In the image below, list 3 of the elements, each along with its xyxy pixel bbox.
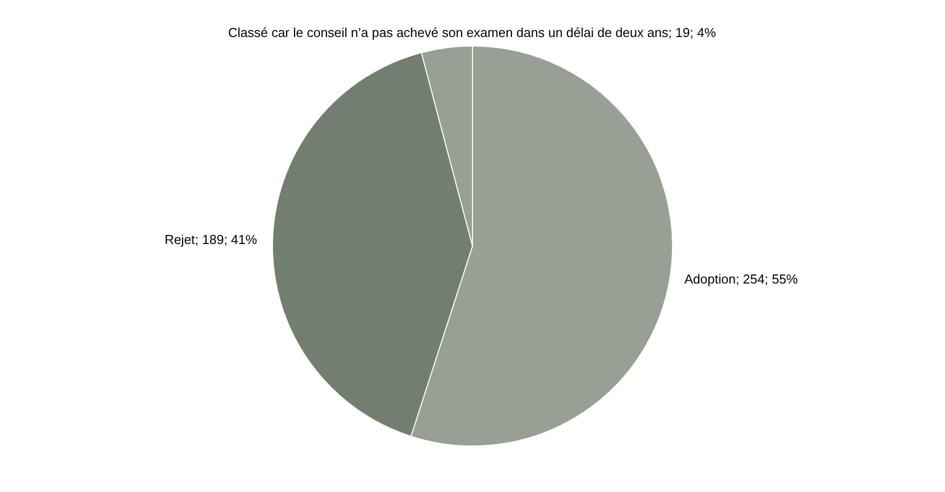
slice-label: Rejet; 189; 41% <box>164 232 258 248</box>
slice-label: Classé car le conseil n’a pas achevé son examen dans un délai de deux ans; 19; 4% <box>228 24 716 40</box>
slice-label: Adoption; 254; 55% <box>684 271 798 286</box>
